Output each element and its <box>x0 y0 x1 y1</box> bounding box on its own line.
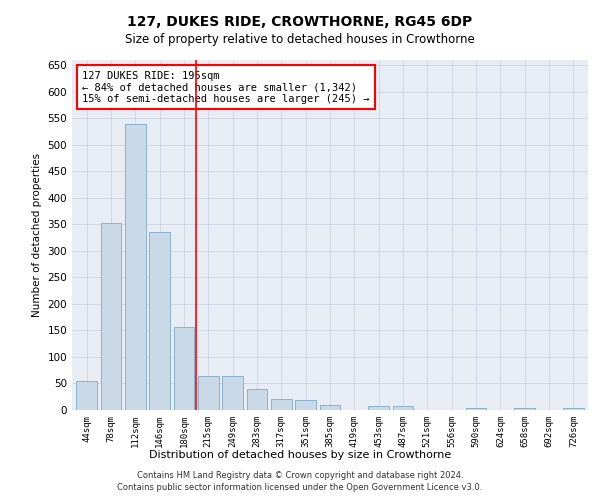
Bar <box>295 400 316 410</box>
Bar <box>271 400 292 410</box>
Bar <box>514 408 535 410</box>
Bar <box>368 406 389 410</box>
Text: Distribution of detached houses by size in Crowthorne: Distribution of detached houses by size … <box>149 450 451 460</box>
Text: Contains HM Land Registry data © Crown copyright and database right 2024.
Contai: Contains HM Land Registry data © Crown c… <box>118 471 482 492</box>
Bar <box>149 232 170 410</box>
Text: 127, DUKES RIDE, CROWTHORNE, RG45 6DP: 127, DUKES RIDE, CROWTHORNE, RG45 6DP <box>127 15 473 29</box>
Bar <box>76 381 97 410</box>
Bar <box>247 389 268 410</box>
Bar <box>198 376 218 410</box>
Bar <box>392 406 413 410</box>
Text: Size of property relative to detached houses in Crowthorne: Size of property relative to detached ho… <box>125 32 475 46</box>
Bar <box>222 376 243 410</box>
Bar <box>101 224 121 410</box>
Bar <box>125 124 146 410</box>
Bar <box>320 405 340 410</box>
Text: 127 DUKES RIDE: 195sqm
← 84% of detached houses are smaller (1,342)
15% of semi-: 127 DUKES RIDE: 195sqm ← 84% of detached… <box>82 70 370 104</box>
Y-axis label: Number of detached properties: Number of detached properties <box>32 153 42 317</box>
Bar <box>466 408 487 410</box>
Bar <box>563 408 584 410</box>
Bar <box>173 326 194 410</box>
